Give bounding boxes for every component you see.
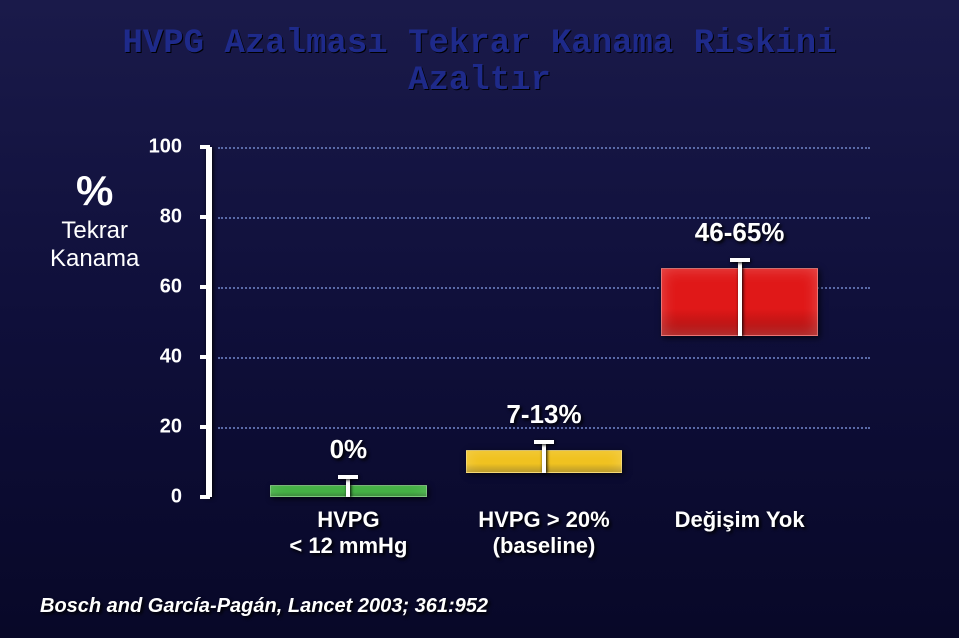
error-cap <box>534 440 554 444</box>
bar-category-label: Değişim Yok <box>675 507 805 533</box>
title-line2: Azaltır <box>0 63 959 100</box>
ytick-label: 100 <box>134 136 182 159</box>
ytick-mark <box>200 355 210 359</box>
ytick-label: 0 <box>134 486 182 509</box>
y-axis-label-group: % Tekrar Kanama <box>50 167 139 272</box>
slide: HVPG Azalması Tekrar Kanama Riskini Azal… <box>0 0 959 638</box>
ytick-label: 60 <box>134 276 182 299</box>
y-axis-text: Tekrar Kanama <box>50 217 139 272</box>
bar-value-label: 7-13% <box>506 399 581 430</box>
bar-slot: 46-65%Değişim Yok <box>661 147 817 497</box>
ytick-mark <box>200 285 210 289</box>
bar-chart: 0204060801000%HVPG< 12 mmHg7-13%HVPG > 2… <box>190 147 870 497</box>
y-axis-line <box>206 147 212 497</box>
error-bar <box>542 442 546 473</box>
title-line1: HVPG Azalması Tekrar Kanama Riskini <box>0 26 959 63</box>
ytick-mark <box>200 425 210 429</box>
error-cap <box>730 258 750 262</box>
plot-area: 0204060801000%HVPG< 12 mmHg7-13%HVPG > 2… <box>190 147 870 497</box>
error-bar <box>346 477 350 498</box>
bars-container: 0%HVPG< 12 mmHg 7-13%HVPG > 20%(baseline)… <box>218 147 870 497</box>
ytick-label: 40 <box>134 346 182 369</box>
citation-text: Bosch and García-Pagán, Lancet 2003; 361… <box>40 595 488 618</box>
error-bar <box>738 260 742 337</box>
bar-slot: 0%HVPG< 12 mmHg <box>270 147 426 497</box>
ytick-mark <box>200 215 210 219</box>
error-cap <box>338 475 358 479</box>
ytick-label: 80 <box>134 206 182 229</box>
bar-category-label: HVPG > 20%(baseline) <box>478 507 609 560</box>
bar-value-label: 46-65% <box>695 217 785 248</box>
bar-category-label: HVPG< 12 mmHg <box>289 507 407 560</box>
ytick-mark <box>200 145 210 149</box>
slide-title: HVPG Azalması Tekrar Kanama Riskini Azal… <box>0 26 959 101</box>
ytick-label: 20 <box>134 416 182 439</box>
ytick-mark <box>200 495 210 499</box>
bar-slot: 7-13%HVPG > 20%(baseline) <box>466 147 622 497</box>
bar-value-label: 0% <box>330 434 368 465</box>
y-axis-percent: % <box>50 167 139 215</box>
